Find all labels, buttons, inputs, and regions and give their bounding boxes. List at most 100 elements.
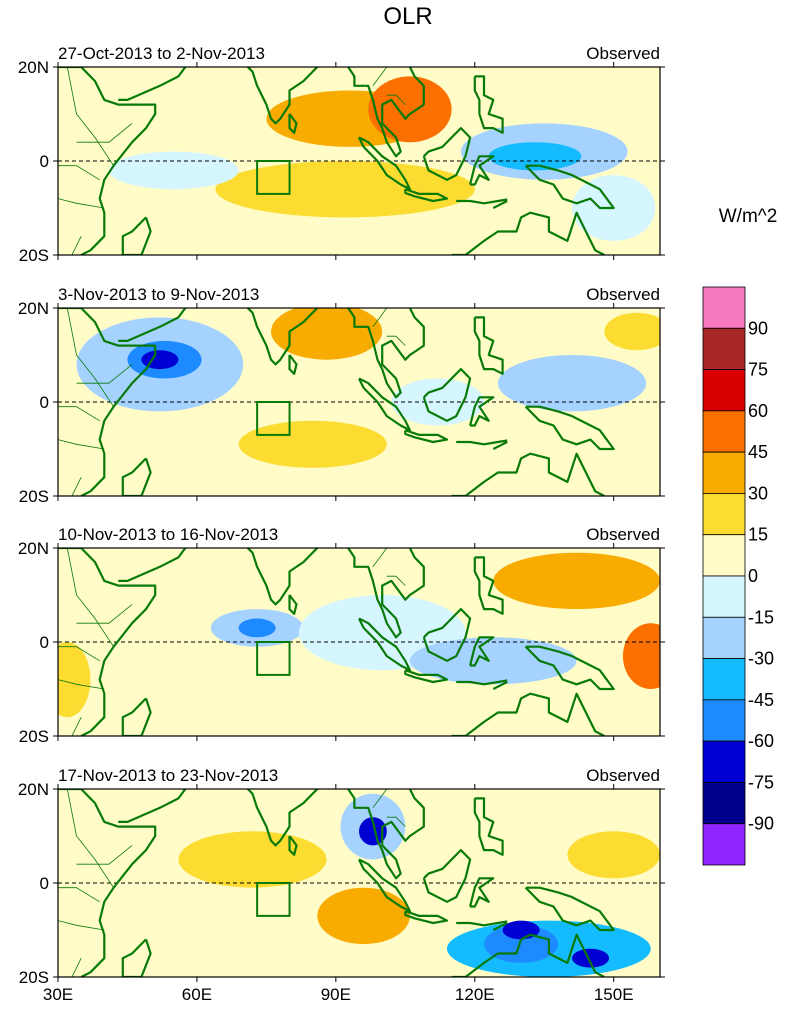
coastline bbox=[469, 636, 495, 667]
coastline bbox=[422, 849, 472, 903]
coastline bbox=[456, 198, 508, 205]
colorbar-swatch bbox=[702, 534, 746, 577]
coastline bbox=[422, 608, 472, 662]
figure-title: OLR bbox=[383, 3, 432, 30]
coastline bbox=[358, 136, 411, 191]
colorbar-label: 45 bbox=[748, 442, 768, 462]
colorbar-swatch bbox=[702, 658, 746, 701]
coastline bbox=[492, 922, 508, 931]
anomaly-blob bbox=[317, 887, 410, 945]
colorbar-label: -15 bbox=[748, 607, 774, 627]
coastline bbox=[456, 920, 508, 927]
country-border bbox=[58, 406, 100, 422]
coastline bbox=[246, 789, 425, 880]
colorbar-swatch bbox=[702, 575, 746, 618]
country-border bbox=[345, 515, 368, 543]
colorbar-units: W/m^2 bbox=[719, 206, 778, 227]
panel-source-label: Observed bbox=[586, 285, 660, 304]
country-border bbox=[58, 165, 100, 181]
region-box bbox=[256, 641, 291, 676]
colorbar-swatch bbox=[702, 410, 746, 453]
anomaly-blob bbox=[178, 831, 327, 888]
coastline bbox=[492, 681, 508, 690]
country-border bbox=[66, 789, 114, 888]
coastline bbox=[422, 127, 472, 181]
colorbar-label: -45 bbox=[748, 690, 774, 710]
colorbar-swatch bbox=[702, 823, 746, 866]
country-border bbox=[345, 275, 368, 303]
panel-source-label: Observed bbox=[586, 525, 660, 544]
coastline bbox=[404, 669, 449, 684]
anomaly-blob bbox=[604, 312, 660, 351]
panels-group: 20N 0 20S 27-Oct-2013 to 2-Nov-2013 Observed… bbox=[18, 34, 665, 987]
region-box bbox=[256, 160, 291, 195]
map-panel: 20N 0 20S 10-Nov-2013 to 16-Nov-2013 Observe… bbox=[18, 515, 665, 746]
country-border bbox=[386, 335, 406, 346]
country-border bbox=[372, 67, 388, 87]
country-border bbox=[345, 34, 368, 62]
colorbar-label: 0 bbox=[748, 566, 758, 586]
coastline bbox=[404, 429, 449, 444]
coastline bbox=[473, 797, 504, 856]
country-border bbox=[372, 308, 388, 328]
country-border bbox=[386, 94, 406, 105]
anomaly-field bbox=[58, 756, 660, 977]
coastline bbox=[118, 789, 187, 823]
coastline bbox=[118, 67, 187, 101]
colorbar-swatch bbox=[702, 451, 746, 494]
coastline bbox=[469, 396, 495, 427]
country-border bbox=[58, 887, 100, 903]
coastline bbox=[246, 548, 425, 639]
country-border bbox=[386, 575, 406, 586]
x-axis: 30E 60E 90E 120E 150E bbox=[43, 985, 634, 1004]
coastline bbox=[358, 617, 411, 672]
anomaly-blob bbox=[238, 618, 276, 638]
colorbar-swatch bbox=[702, 286, 746, 329]
country-border bbox=[76, 364, 133, 384]
y-tick-label: 20S bbox=[19, 487, 49, 506]
colorbar-label: 30 bbox=[748, 483, 768, 503]
anomaly-blob bbox=[497, 355, 647, 412]
anomaly-blob bbox=[368, 76, 452, 143]
panel-period: 10-Nov-2013 to 16-Nov-2013 bbox=[58, 525, 278, 544]
country-border bbox=[58, 920, 105, 931]
anomaly-field bbox=[58, 515, 660, 736]
coastline bbox=[58, 548, 157, 736]
country-border bbox=[71, 236, 82, 255]
coastline bbox=[246, 308, 425, 399]
colorbar-label: -30 bbox=[748, 649, 774, 669]
coastline bbox=[358, 858, 411, 913]
y-tick-label: 0 bbox=[40, 874, 49, 893]
coastline bbox=[121, 697, 152, 736]
y-tick-label: 0 bbox=[40, 152, 49, 171]
coastline bbox=[404, 188, 449, 203]
y-tick-label: 20S bbox=[19, 968, 49, 987]
anomaly-blob bbox=[488, 142, 582, 171]
y-tick-label: 20N bbox=[18, 780, 49, 799]
coastline bbox=[121, 938, 152, 977]
coastline bbox=[404, 910, 449, 925]
country-border bbox=[76, 845, 133, 865]
coastline bbox=[473, 75, 504, 134]
colorbar-swatch bbox=[702, 699, 746, 742]
country-border bbox=[58, 198, 105, 209]
country-border bbox=[71, 958, 82, 977]
map-panel: 20N 0 20S 17-Nov-2013 to 23-Nov-2013 Observe… bbox=[18, 756, 665, 987]
y-tick-label: 20N bbox=[18, 299, 49, 318]
anomaly-field bbox=[58, 275, 660, 496]
y-tick-label: 20N bbox=[18, 58, 49, 77]
anomaly-field bbox=[58, 34, 660, 255]
anomaly-blob bbox=[572, 948, 610, 968]
coastline bbox=[422, 368, 472, 422]
anomaly-blob bbox=[493, 552, 660, 610]
country-border bbox=[58, 439, 105, 450]
anomaly-blob bbox=[238, 420, 387, 468]
country-border bbox=[76, 123, 133, 143]
map-panel: 20N 0 20S 27-Oct-2013 to 2-Nov-2013 Observed bbox=[18, 34, 665, 265]
country-border bbox=[345, 756, 368, 784]
coastline bbox=[451, 452, 605, 496]
panel-period: 27-Oct-2013 to 2-Nov-2013 bbox=[58, 44, 265, 63]
coastline bbox=[121, 216, 152, 255]
coastline bbox=[469, 155, 495, 186]
